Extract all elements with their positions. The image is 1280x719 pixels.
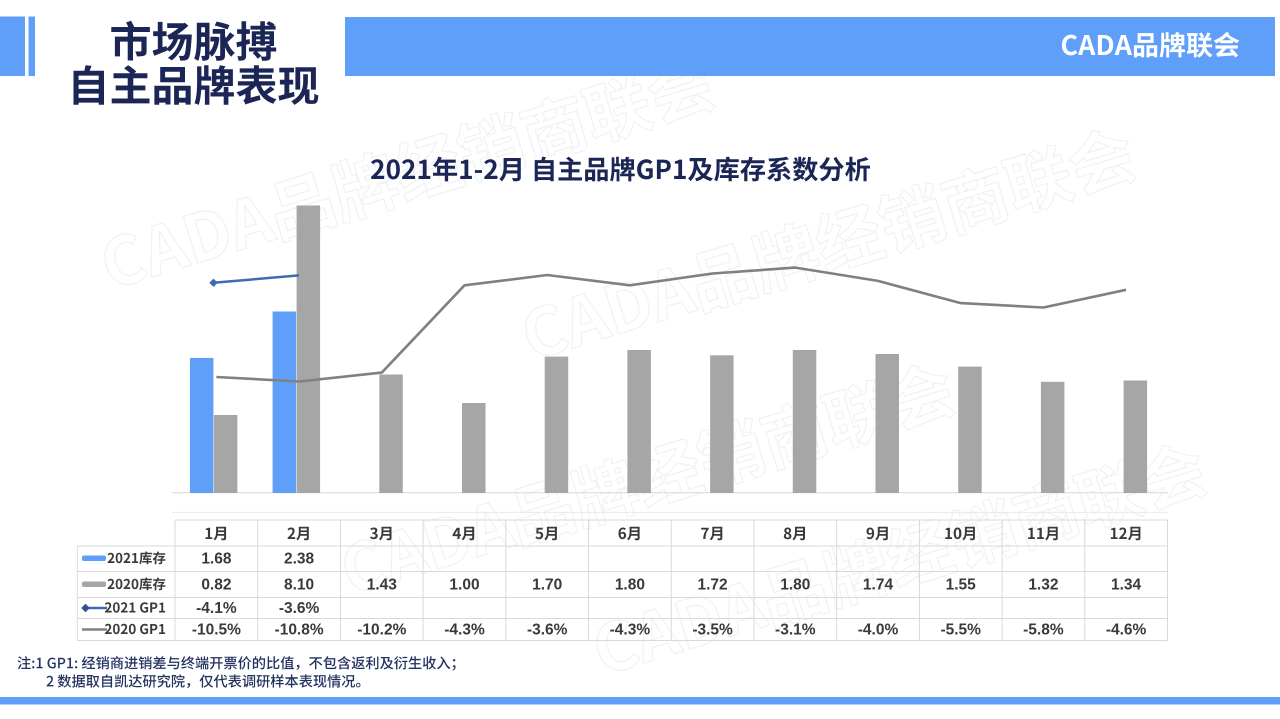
svg-text:1.32: 1.32 xyxy=(1028,577,1058,594)
svg-text:1.74: 1.74 xyxy=(863,577,894,594)
svg-text:-10.2%: -10.2% xyxy=(357,622,406,639)
svg-text:1.43: 1.43 xyxy=(367,577,398,594)
svg-text:-5.8%: -5.8% xyxy=(1023,622,1064,639)
svg-text:1.34: 1.34 xyxy=(1111,577,1142,594)
svg-text:-3.5%: -3.5% xyxy=(692,622,733,639)
svg-text:-3.6%: -3.6% xyxy=(527,622,568,639)
svg-text:-10.8%: -10.8% xyxy=(275,622,324,639)
svg-text:-5.5%: -5.5% xyxy=(940,622,981,639)
svg-text:1.72: 1.72 xyxy=(698,577,728,594)
svg-text:1.68: 1.68 xyxy=(201,551,232,568)
svg-text:-4.6%: -4.6% xyxy=(1106,622,1147,639)
svg-text:-3.1%: -3.1% xyxy=(775,622,816,639)
svg-text:1.80: 1.80 xyxy=(615,577,645,594)
svg-text:8.10: 8.10 xyxy=(284,577,314,594)
svg-text:-3.6%: -3.6% xyxy=(279,600,320,617)
svg-text:-4.1%: -4.1% xyxy=(196,600,237,617)
svg-text:-4.3%: -4.3% xyxy=(444,622,485,639)
svg-text:1.70: 1.70 xyxy=(532,577,562,594)
svg-text:-10.5%: -10.5% xyxy=(192,622,241,639)
svg-text:1.00: 1.00 xyxy=(449,577,479,594)
svg-text:-4.3%: -4.3% xyxy=(610,622,651,639)
svg-text:1.80: 1.80 xyxy=(780,577,810,594)
svg-text:1.55: 1.55 xyxy=(946,577,977,594)
svg-text:2.38: 2.38 xyxy=(284,551,315,568)
svg-text:-4.0%: -4.0% xyxy=(858,622,899,639)
svg-text:0.82: 0.82 xyxy=(201,577,231,594)
